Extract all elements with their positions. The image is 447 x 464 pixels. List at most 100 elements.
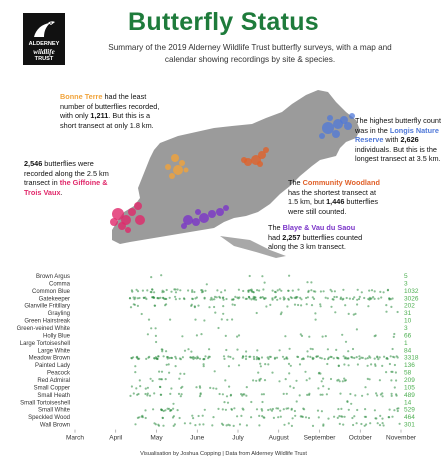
- species-count: 58: [404, 370, 412, 377]
- sighting-dot: [368, 378, 371, 381]
- sighting-dot: [367, 305, 370, 308]
- sighting-dot: [320, 380, 323, 383]
- sighting-dot: [168, 356, 171, 360]
- sighting-dot: [321, 393, 324, 396]
- sighting-dot: [289, 385, 292, 388]
- sighting-dot: [267, 363, 270, 366]
- sighting-dot: [294, 414, 297, 417]
- sighting-dot: [148, 394, 152, 397]
- sighting-dot: [140, 312, 143, 316]
- sighting-dot: [208, 348, 211, 351]
- species-label: Grayling: [48, 311, 70, 317]
- sighting-dot: [343, 377, 346, 380]
- species-label: Painted Lady: [35, 363, 70, 369]
- sighting-dot: [191, 289, 194, 292]
- sighting-dot: [353, 356, 356, 360]
- sighting-dot: [202, 358, 205, 361]
- sighting-dot: [151, 288, 154, 291]
- sighting-dot: [147, 318, 151, 321]
- sighting-dot: [226, 401, 230, 404]
- sighting-dot: [199, 393, 202, 396]
- sighting-dot: [366, 377, 369, 380]
- sighting-dot: [329, 288, 332, 291]
- sighting-dot: [222, 298, 225, 301]
- sighting-dot: [160, 409, 164, 412]
- species-count: 31: [404, 310, 412, 317]
- sighting-dot: [216, 289, 219, 292]
- sighting-dot: [224, 334, 227, 337]
- sighting-dot: [291, 417, 294, 420]
- sighting-dot: [282, 392, 285, 395]
- sighting-dot: [244, 357, 248, 361]
- logo-line-2: wildlife: [33, 48, 55, 56]
- sighting-dot: [225, 395, 229, 398]
- sighting-dot: [212, 416, 215, 419]
- sighting-dot: [310, 289, 313, 292]
- sighting-dot: [240, 414, 243, 417]
- sighting-dot: [333, 415, 336, 418]
- sighting-dot: [300, 334, 304, 337]
- sighting-dot: [130, 385, 133, 388]
- sighting-dot: [201, 414, 204, 417]
- sighting-dot: [247, 289, 250, 292]
- sighting-dot: [258, 414, 261, 417]
- sighting-dot: [335, 348, 338, 351]
- sighting-dot: [340, 407, 343, 410]
- sighting-dot: [194, 318, 197, 321]
- sighting-dot: [242, 289, 245, 293]
- sighting-dot: [237, 364, 241, 367]
- sighting-dot: [360, 291, 363, 294]
- sighting-dot: [376, 394, 379, 397]
- sighting-dot: [306, 355, 309, 358]
- sighting-dot: [181, 335, 184, 338]
- sighting-dot: [316, 355, 320, 358]
- sighting-dot: [396, 356, 399, 359]
- sighting-dot: [259, 296, 262, 299]
- sighting-dot: [132, 303, 135, 306]
- sighting-dot: [342, 288, 345, 291]
- sighting-dot: [135, 387, 138, 390]
- sighting-dot: [327, 387, 330, 390]
- sighting-dot: [309, 347, 312, 350]
- species-label: Glanville Fritillary: [24, 304, 70, 310]
- sighting-dot: [179, 358, 182, 361]
- giffoine-sightings: [110, 202, 145, 233]
- sighting-dot: [231, 303, 234, 306]
- sighting-dot: [139, 385, 142, 388]
- sighting-dot: [396, 310, 399, 314]
- sighting-dot: [223, 401, 226, 404]
- sighting-dot: [156, 357, 159, 361]
- sighting-dot: [263, 297, 266, 300]
- sighting-dot: [386, 289, 389, 292]
- sighting-dot: [229, 355, 232, 359]
- sighting-dot: [224, 408, 227, 411]
- sighting-dot: [137, 357, 140, 361]
- sighting-dot: [132, 392, 135, 395]
- sighting-dot: [278, 288, 281, 291]
- sighting-dot: [280, 289, 283, 292]
- sighting-dot: [381, 422, 384, 425]
- sighting-dot: [363, 415, 366, 418]
- sighting-dot: [252, 355, 255, 358]
- sighting-dot: [248, 274, 251, 278]
- sighting-dot: [307, 416, 311, 420]
- sighting-dot: [252, 379, 255, 382]
- sighting-dot: [324, 296, 327, 299]
- sighting-dot: [297, 288, 300, 291]
- sighting-dot: [390, 305, 393, 308]
- sighting-dot: [229, 393, 233, 396]
- sighting-dot: [339, 297, 342, 300]
- sighting-dot: [279, 415, 282, 418]
- sighting-dot: [351, 297, 355, 301]
- sighting-dot: [341, 380, 344, 383]
- sighting-dot: [179, 289, 182, 292]
- sighting-dot: [314, 318, 317, 321]
- sighting-dot: [194, 424, 197, 427]
- sighting-dot: [325, 393, 328, 396]
- species-count: 3: [404, 280, 408, 287]
- sighting-dot: [338, 422, 341, 425]
- sighting-dot: [369, 356, 372, 359]
- sighting-dot: [299, 296, 302, 299]
- sighting-dot: [391, 415, 394, 418]
- sighting-dot: [263, 416, 266, 419]
